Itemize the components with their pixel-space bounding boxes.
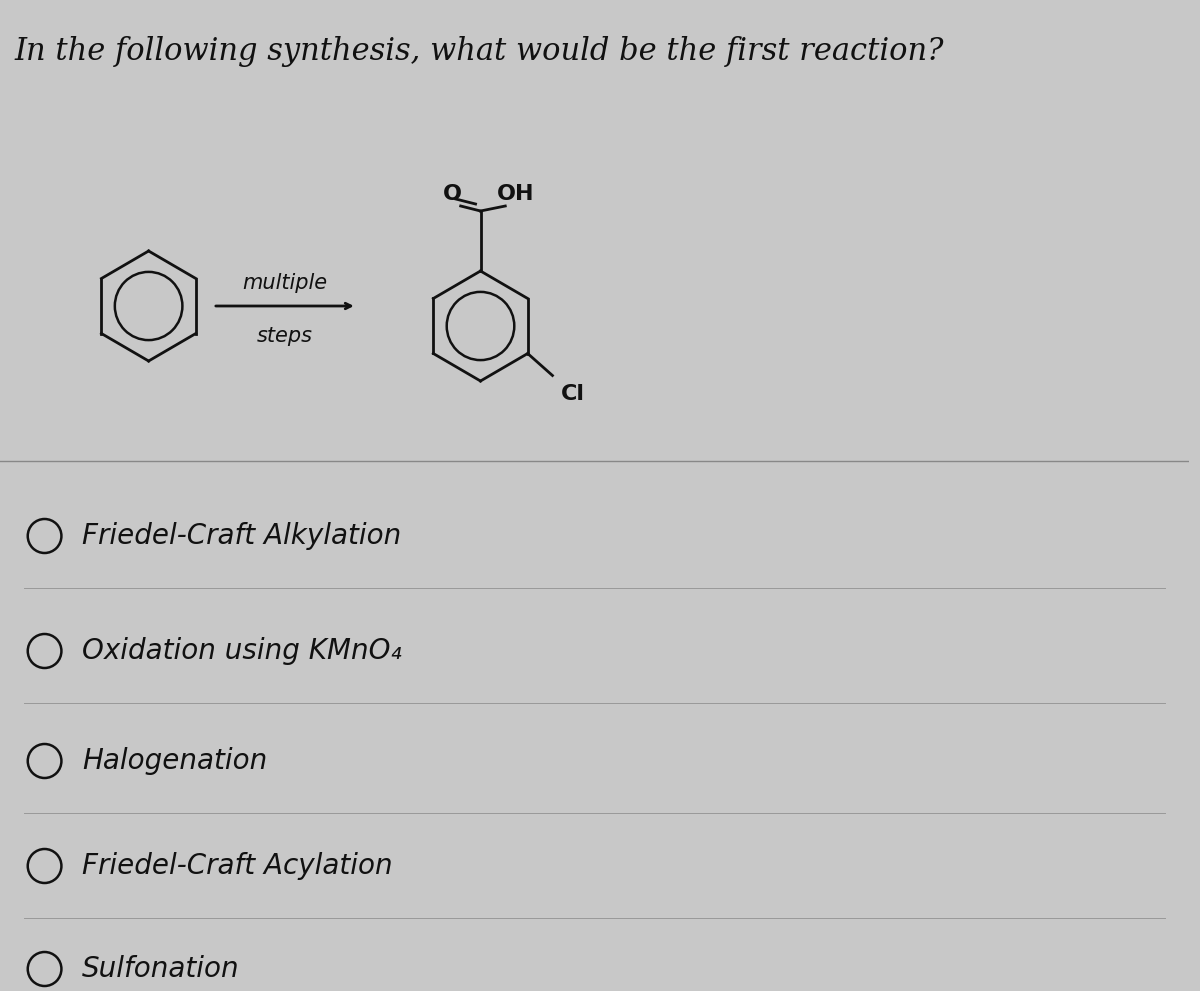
- Text: Sulfonation: Sulfonation: [83, 955, 240, 983]
- Text: Halogenation: Halogenation: [83, 747, 268, 775]
- Text: OH: OH: [497, 184, 534, 204]
- Text: Friedel-Craft Alkylation: Friedel-Craft Alkylation: [83, 522, 402, 550]
- Text: Oxidation using KMnO₄: Oxidation using KMnO₄: [83, 637, 402, 665]
- Text: In the following synthesis, what would be the first reaction?: In the following synthesis, what would b…: [14, 36, 944, 67]
- Text: Friedel-Craft Acylation: Friedel-Craft Acylation: [83, 852, 392, 880]
- Text: Cl: Cl: [560, 384, 584, 403]
- Text: multiple: multiple: [241, 273, 326, 293]
- Text: steps: steps: [257, 326, 312, 346]
- Text: O: O: [443, 184, 462, 204]
